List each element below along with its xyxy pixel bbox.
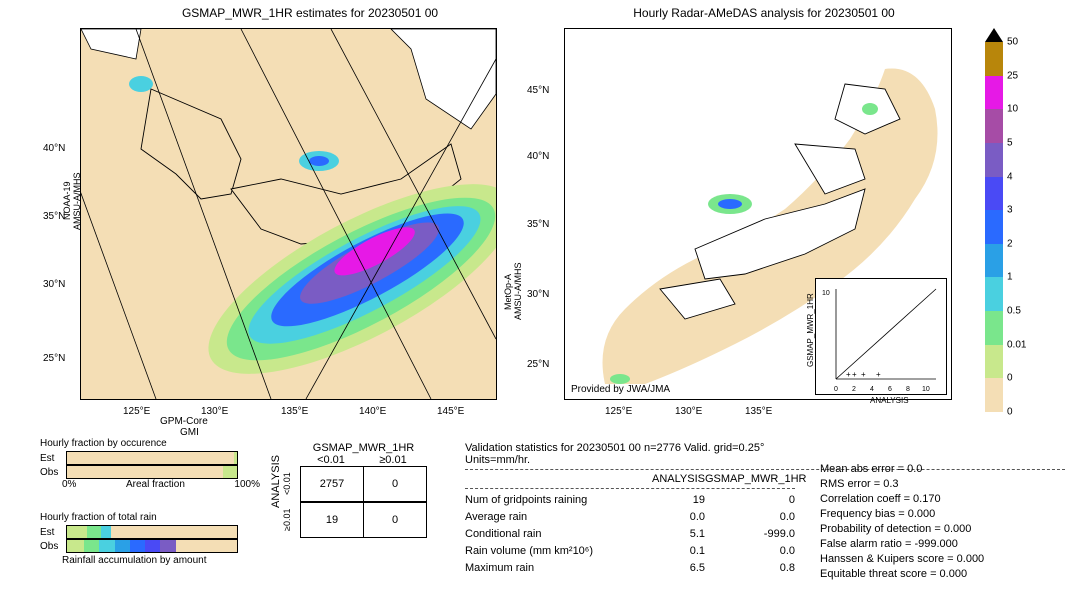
m1-rightsat1: MetOp-A [503, 274, 513, 310]
svg-text:+: + [852, 370, 857, 379]
score-line: RMS error = 0.3 [820, 478, 984, 490]
m2-lon2: 130°E [675, 406, 702, 417]
m1-leftsat2: AMSU-A/MHS [72, 172, 82, 230]
map1-title: GSMAP_MWR_1HR estimates for 20230501 00 [110, 6, 510, 20]
m1-lon3: 135°E [281, 406, 308, 417]
occ-obs-lbl: Obs [40, 467, 62, 478]
score-line: Frequency bias = 0.000 [820, 508, 984, 520]
map1-svg [81, 29, 496, 399]
cbar-label: 10 [1007, 104, 1018, 115]
m2-lon3: 135°E [745, 406, 772, 417]
stats-table: Validation statistics for 20230501 00 n=… [465, 442, 805, 579]
m2-lat3: 35°N [527, 219, 549, 230]
occurrence-panel: Hourly fraction by occurence Est Obs 0% … [40, 438, 255, 490]
score-line: Correlation coeff = 0.170 [820, 493, 984, 505]
ct-r1: <0.01 [282, 466, 300, 502]
occ-100: 100% [234, 479, 260, 490]
ct-yl: ANALYSIS [270, 496, 282, 508]
occ-est-lbl: Est [40, 453, 62, 464]
m1-lon5: 145°E [437, 406, 464, 417]
m1-lon4: 140°E [359, 406, 386, 417]
cbar-label: 1 [1007, 272, 1013, 283]
ct-v21: 19 [301, 503, 364, 538]
cbar-label: 0 [1007, 373, 1013, 384]
colorbar: 502510543210.50.0100 [985, 28, 1003, 412]
svg-text:2: 2 [852, 386, 856, 393]
svg-text:8: 8 [906, 386, 910, 393]
scores-list: Mean abs error = 0.0 RMS error = 0.3 Corre… [820, 460, 984, 583]
cbar-label: 5 [1007, 137, 1013, 148]
cbar-label: 25 [1007, 70, 1018, 81]
tr-est: Est [40, 527, 62, 538]
svg-text:10: 10 [922, 386, 930, 393]
m2-lat4: 40°N [527, 151, 549, 162]
score-line: Equitable threat score = 0.000 [820, 568, 984, 580]
svg-text:6: 6 [888, 386, 892, 393]
ct-title: GSMAP_MWR_1HR [300, 442, 427, 454]
svg-text:4: 4 [870, 386, 874, 393]
m2-credit: Provided by JWA/JMA [571, 384, 670, 395]
ct-c1: <0.01 [300, 454, 362, 466]
ct-v11: 2757 [301, 467, 364, 502]
tr-obs: Obs [40, 541, 62, 552]
totrain-footer: Rainfall accumulation by amount [62, 555, 255, 566]
score-line: Probability of detection = 0.000 [820, 523, 984, 535]
stats-header: Validation statistics for 20230501 00 n=… [465, 442, 805, 466]
m1-lat2: 30°N [43, 279, 65, 290]
stats-col2: GSMAP_MWR_1HR [705, 473, 795, 485]
m1-botsat1: GPM-Core [160, 416, 208, 427]
m1-lat4: 40°N [43, 143, 65, 154]
cbar-label: 0.01 [1007, 339, 1026, 350]
map2-title: Hourly Radar-AMeDAS analysis for 2023050… [564, 6, 964, 20]
map2: 25°N 30°N 35°N 40°N 45°N 125°E 130°E 135… [564, 28, 952, 400]
svg-text:+: + [861, 370, 866, 379]
score-line: False alarm ratio = -999.000 [820, 538, 984, 550]
contingency-table: GSMAP_MWR_1HR <0.01 ≥0.01 ANALYSIS <0.01… [270, 442, 427, 538]
svg-text:10: 10 [822, 290, 830, 297]
m2-lon1: 125°E [605, 406, 632, 417]
m2-lat1: 25°N [527, 359, 549, 370]
cbar-label: 50 [1007, 37, 1018, 48]
m1-lat1: 25°N [43, 353, 65, 364]
m1-leftsat1: NOAA-19 [62, 181, 72, 220]
ct-v12: 0 [364, 467, 427, 502]
occ-title: Hourly fraction by occurence [40, 438, 255, 449]
cbar-label: 2 [1007, 238, 1013, 249]
totrain-title: Hourly fraction of total rain [40, 512, 255, 523]
m2-lat5: 45°N [527, 85, 549, 96]
m1-botsat2: GMI [180, 427, 199, 438]
score-line: Hanssen & Kuipers score = 0.000 [820, 553, 984, 565]
ct-v22: 0 [364, 503, 427, 538]
ct-r2: ≥0.01 [282, 502, 300, 538]
score-line: Mean abs error = 0.0 [820, 463, 984, 475]
scatter-plot: ++ ++ 0 2 4 6 8 10 10 GSMAP_MWR_1HR ANAL… [815, 278, 947, 395]
occ-0: 0% [62, 479, 76, 490]
svg-text:0: 0 [834, 386, 838, 393]
m1-rightsat2: AMSU-A/MHS [513, 262, 523, 320]
stats-col1: ANALYSIS [635, 473, 705, 485]
colorbar-cap [985, 28, 1003, 42]
m2-lat2: 30°N [527, 289, 549, 300]
cbar-label: 3 [1007, 205, 1013, 216]
scatter-xlabel: ANALYSIS [870, 396, 909, 405]
cbar-label: 0.5 [1007, 306, 1021, 317]
occ-mid: Areal fraction [126, 479, 185, 490]
cbar-label: 4 [1007, 171, 1013, 182]
map1: 25°N 30°N 35°N 40°N 125°E 130°E 135°E 14… [80, 28, 497, 400]
svg-text:+: + [876, 370, 881, 379]
scatter-ylabel: GSMAP_MWR_1HR [806, 293, 815, 367]
svg-text:+: + [846, 370, 851, 379]
m1-lon1: 125°E [123, 406, 150, 417]
ct-c2: ≥0.01 [362, 454, 424, 466]
totalrain-panel: Hourly fraction of total rain Est Obs Ra… [40, 512, 255, 566]
